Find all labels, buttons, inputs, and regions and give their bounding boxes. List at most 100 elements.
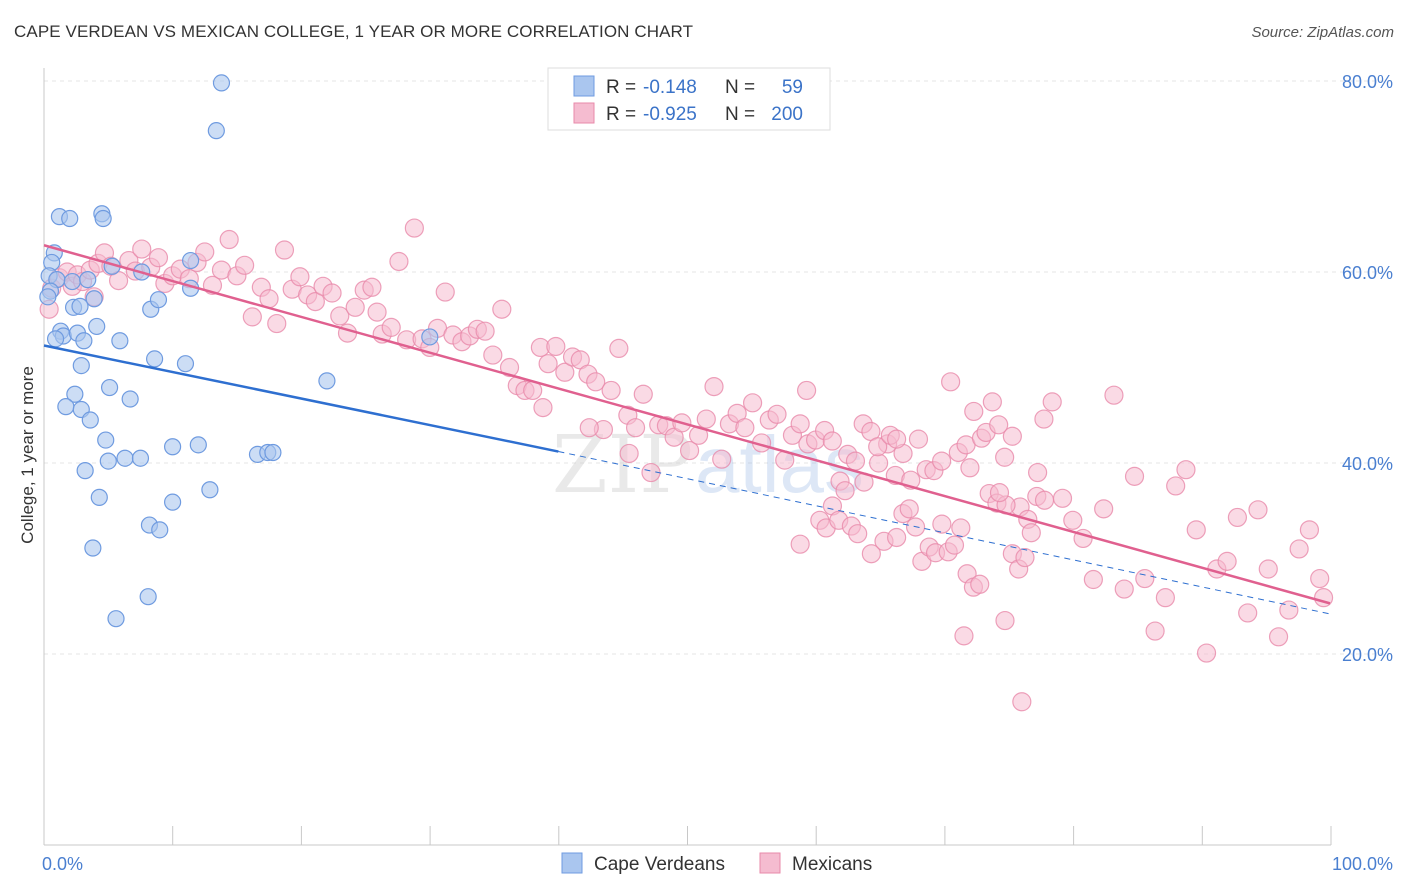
mexicans-point xyxy=(796,380,817,401)
cape-verdeans-point xyxy=(79,271,97,289)
cape-verdeans-point xyxy=(107,610,125,628)
mexicans-point xyxy=(1299,520,1320,540)
mexicans-point xyxy=(1021,523,1041,543)
mexicans-point xyxy=(1248,500,1268,520)
mexicans-point xyxy=(219,229,239,250)
cape-verdeans-point xyxy=(111,332,129,350)
series-legend: Cape Verdeans Mexicans xyxy=(561,852,872,875)
mexicans-point xyxy=(989,483,1010,503)
cape-verdeans-point xyxy=(121,390,139,408)
mexicans-point xyxy=(1145,621,1165,641)
mexicans-point xyxy=(944,535,965,555)
mexicans-point xyxy=(345,297,365,317)
cape-verdeans-point xyxy=(421,328,439,346)
mexicans-point xyxy=(1034,490,1055,510)
cape-verdeans-point xyxy=(318,372,336,390)
mexicans-point xyxy=(609,338,629,358)
mexicans-points xyxy=(39,218,1334,712)
cape-verdeans-point xyxy=(131,449,150,467)
mexicans-point xyxy=(835,481,855,501)
mexicans-point xyxy=(887,429,907,449)
legend-swatch-blue xyxy=(573,75,595,97)
mexicans-point xyxy=(1083,569,1103,590)
mexicans-point xyxy=(538,354,558,374)
cape-verdeans-point xyxy=(207,122,225,140)
mexicans-point xyxy=(1289,539,1309,559)
mexicans-point xyxy=(932,514,952,534)
mexicans-point xyxy=(235,255,255,275)
mexicans-point xyxy=(533,398,553,418)
cape-verdeans-points xyxy=(39,74,439,628)
mexicans-point xyxy=(555,362,575,382)
cape-verdeans-point xyxy=(76,462,94,480)
mexicans-point xyxy=(868,437,888,457)
mexicans-point xyxy=(1104,385,1124,405)
mexicans-point xyxy=(960,458,980,478)
mexicans-point xyxy=(1002,426,1022,446)
legend-swatch-cape-verdeans xyxy=(561,852,583,874)
x-tick-labels: 0.0% 100.0% xyxy=(42,854,1393,874)
cape-verdeans-point xyxy=(145,350,164,368)
mexicans-point xyxy=(475,321,495,341)
mexicans-trend-line xyxy=(43,244,1331,605)
mexicans-point xyxy=(1034,409,1054,429)
cape-verdeans-point xyxy=(66,385,84,403)
mexicans-point xyxy=(1063,510,1083,530)
mexicans-point xyxy=(848,524,868,544)
cape-verdeans-point xyxy=(149,291,168,309)
legend-swatch-mexicans xyxy=(759,852,781,874)
mexicans-point xyxy=(735,418,755,438)
y-tick-labels: 20.0% 40.0% 60.0% 80.0% xyxy=(1342,72,1393,665)
mexicans-point xyxy=(704,377,724,397)
y-tick-label: 60.0% xyxy=(1342,263,1393,283)
mexicans-point xyxy=(1124,466,1145,486)
mexicans-point xyxy=(601,380,621,401)
legend-label-mexicans: Mexicans xyxy=(792,854,872,875)
legend-r-label-pink: R = xyxy=(606,104,636,125)
grid-lines xyxy=(44,80,1392,655)
cape-verdeans-point xyxy=(81,411,99,429)
trend-lines xyxy=(43,244,1331,615)
source-label: Source: ZipAtlas.com xyxy=(1251,24,1394,41)
mexicans-point xyxy=(1155,588,1175,608)
mexicans-point xyxy=(499,357,520,378)
mexicans-point xyxy=(861,544,881,564)
mexicans-point xyxy=(767,404,787,424)
mexicans-point xyxy=(899,499,919,519)
mexicans-point xyxy=(1015,547,1035,568)
cape-verdeans-point xyxy=(61,209,79,228)
mexicans-point xyxy=(1186,520,1206,540)
cape-verdeans-point xyxy=(85,290,103,308)
cape-verdeans-point xyxy=(63,272,81,291)
mexicans-point xyxy=(1166,476,1186,496)
mexicans-point xyxy=(579,418,599,438)
legend-swatch-pink xyxy=(573,102,595,124)
mexicans-point xyxy=(435,282,455,302)
mexicans-point xyxy=(989,415,1009,435)
mexicans-point xyxy=(148,248,169,268)
mexicans-point xyxy=(619,443,639,464)
mexicans-point xyxy=(195,242,215,262)
cape-verdeans-point xyxy=(75,332,93,350)
legend-r-value-blue: -0.148 xyxy=(643,77,697,98)
mexicans-point xyxy=(1217,551,1237,571)
cape-verdeans-point xyxy=(71,297,89,315)
y-tick-label: 40.0% xyxy=(1342,454,1393,474)
mexicans-point xyxy=(1227,507,1248,528)
mexicans-point xyxy=(696,409,716,429)
mexicans-point xyxy=(982,392,1002,412)
cape-verdeans-point xyxy=(139,588,157,606)
cape-verdeans-point xyxy=(84,539,102,557)
cape-verdeans-trend-line xyxy=(43,344,559,453)
cape-verdeans-point xyxy=(99,452,117,470)
cape-verdeans-point xyxy=(39,288,57,306)
mexicans-point xyxy=(742,393,763,413)
mexicans-point xyxy=(995,610,1015,631)
mexicans-point xyxy=(633,384,653,404)
cape-verdeans-point xyxy=(94,209,112,228)
cape-verdeans-point xyxy=(90,488,108,506)
mexicans-point xyxy=(951,518,971,538)
mexicans-point xyxy=(1028,462,1048,483)
mexicans-point xyxy=(1238,603,1258,623)
